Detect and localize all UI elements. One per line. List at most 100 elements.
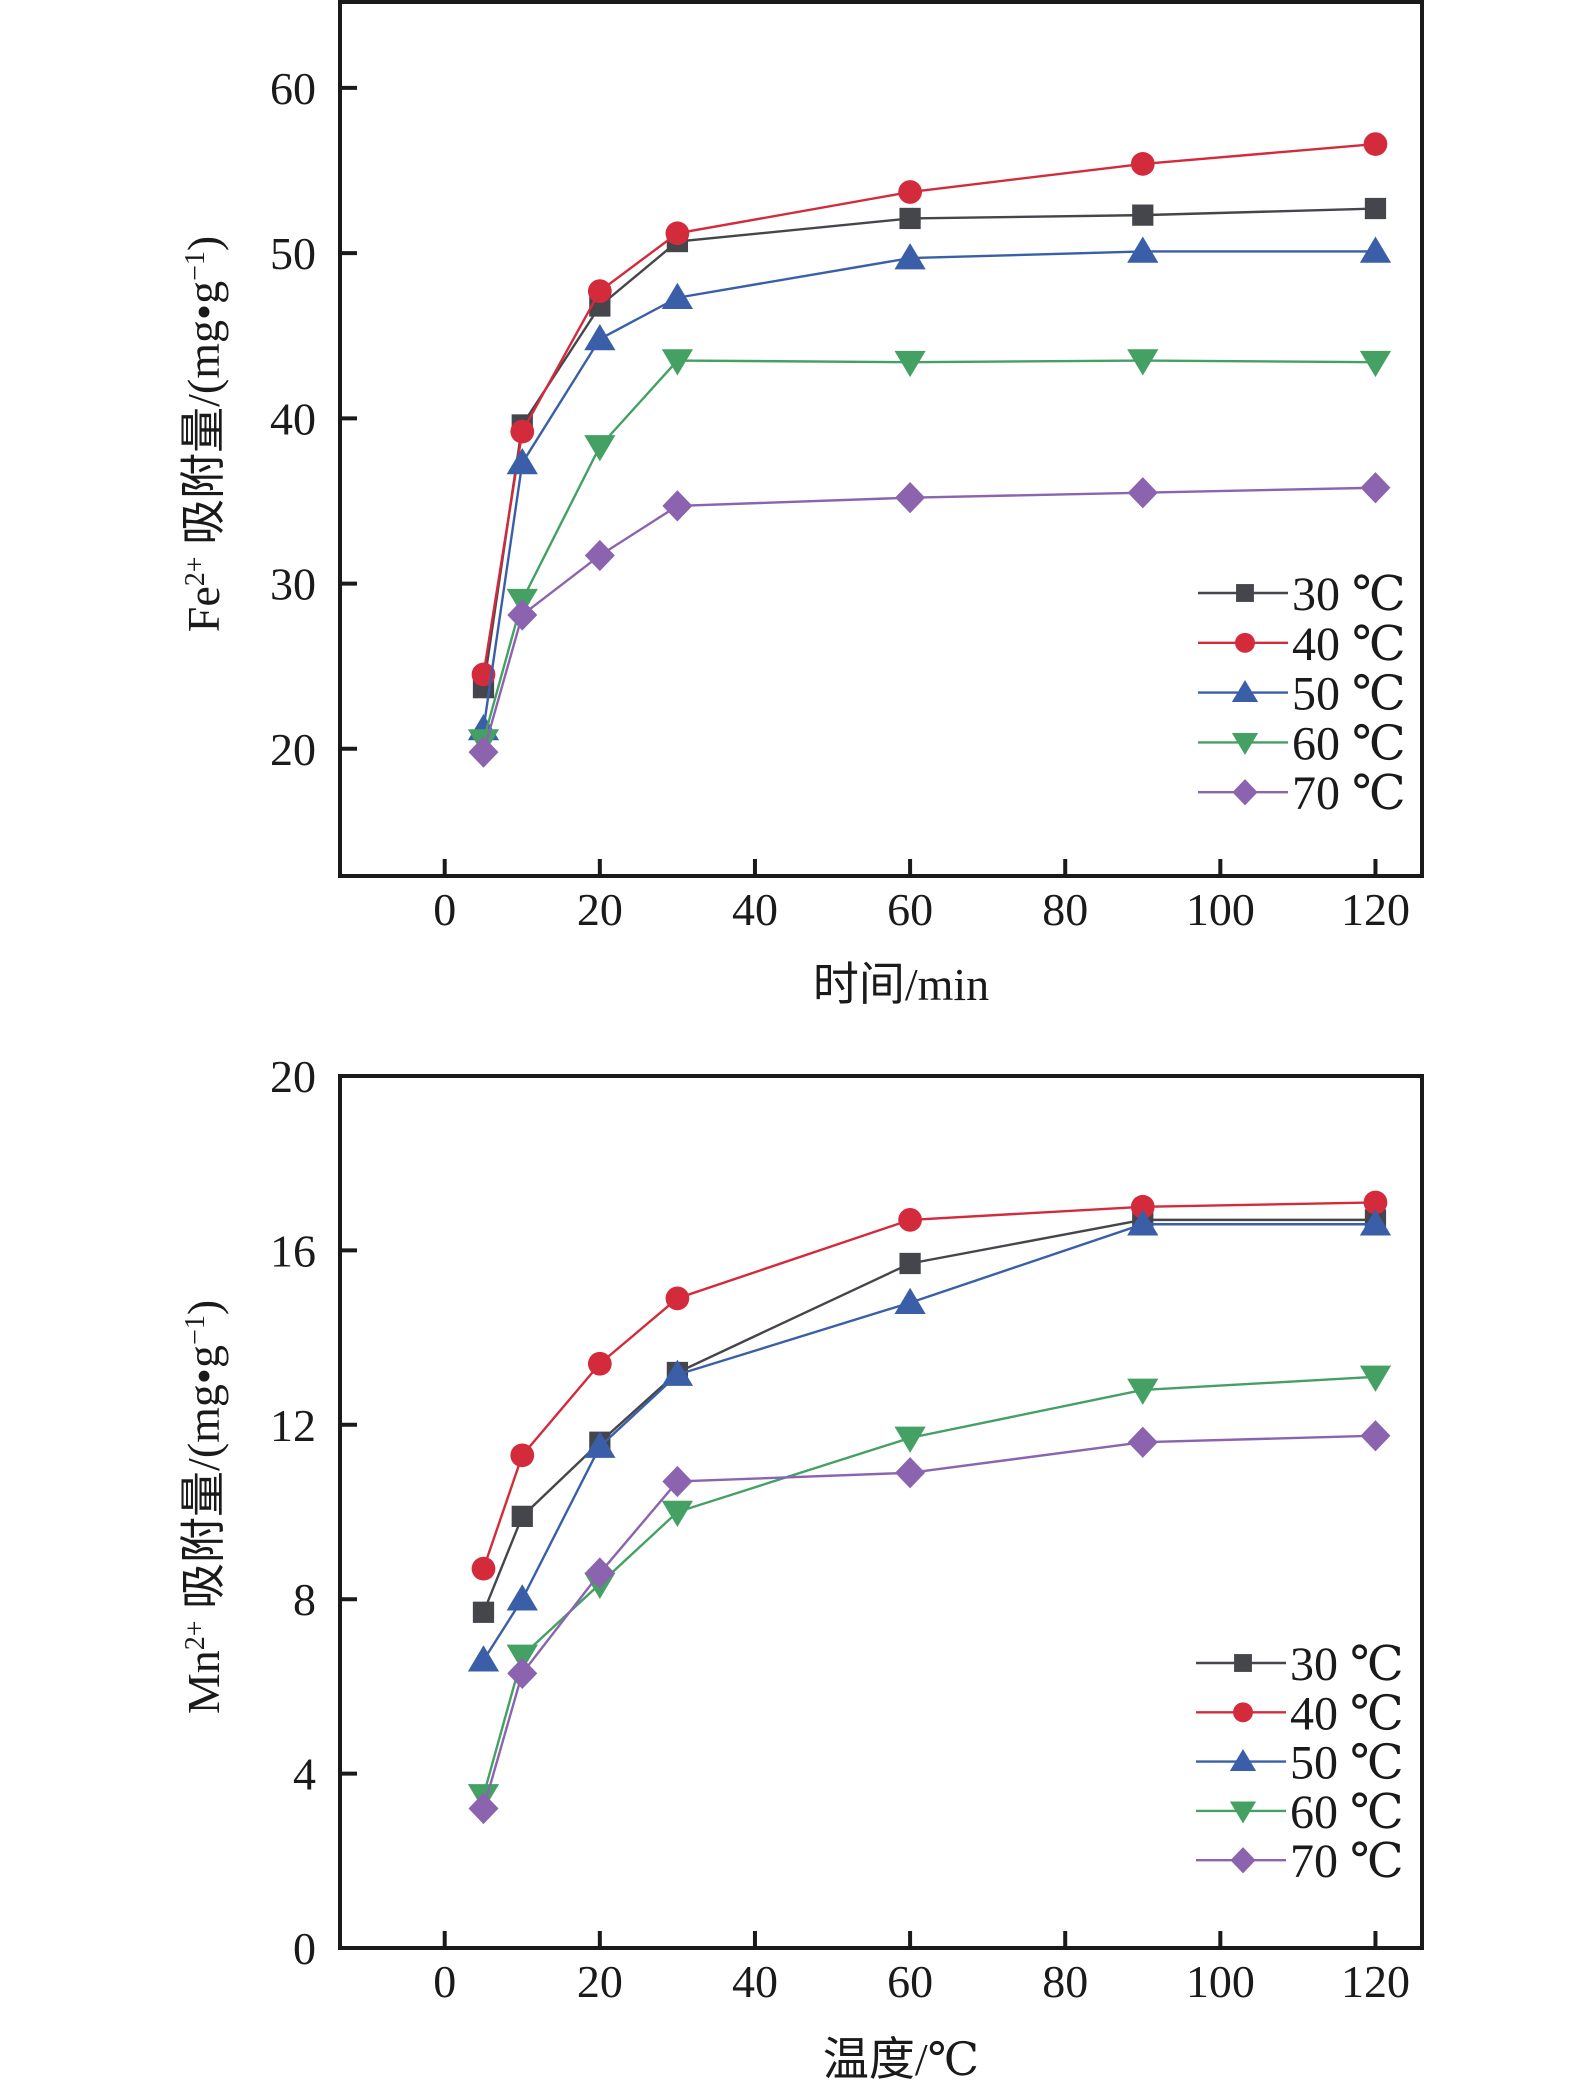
x-tick-label: 40 [732, 1956, 778, 2007]
y-axis-title-main: 吸附量/(mg•g [178, 281, 229, 556]
data-point [1127, 1378, 1159, 1405]
data-point [1130, 152, 1155, 176]
x-tick-label: 60 [887, 884, 933, 935]
legend-label: 40 ℃ [1292, 618, 1406, 671]
data-point [587, 1351, 612, 1376]
series-line [482, 359, 1376, 741]
data-point [661, 282, 694, 309]
series-line [482, 486, 1376, 753]
legend-marker-triangle-down-icon [1231, 732, 1259, 755]
data-point [661, 349, 694, 376]
y-axis-title-sup: 2+ [180, 556, 211, 586]
x-tick-label: 120 [1341, 884, 1410, 935]
data-point [662, 1465, 693, 1498]
data-point [895, 1457, 926, 1489]
x-axis-title: 温度/℃ [823, 2034, 979, 2085]
mn-adsorption-chart: 0 20 40 60 80 100 120 0 4 8 12 16 20 温度/℃ Mn2+ 吸附量/(mg… [178, 1051, 1424, 2085]
y-axis-title-sup: 2+ [180, 1620, 211, 1650]
data-point [510, 1443, 535, 1468]
data-point [895, 482, 926, 514]
series-line [482, 1223, 1376, 1661]
legend-item: 70 ℃ [1196, 1835, 1404, 1888]
x-tick-label: 100 [1186, 1956, 1255, 2007]
data-point [467, 1645, 500, 1672]
data-point [894, 243, 926, 270]
y-axis-title: Mn2+ 吸附量/(mg•g−1) [178, 1300, 229, 1714]
data-point [894, 350, 926, 378]
data-point [1359, 236, 1392, 263]
legend-marker-triangle-up-icon [1229, 1749, 1257, 1772]
data-point [1127, 1426, 1158, 1458]
x-tick-label: 120 [1341, 1956, 1410, 2007]
series-40c [471, 1190, 1388, 1581]
legend-label: 70 ℃ [1290, 1835, 1404, 1888]
data-point [1360, 1420, 1391, 1452]
data-point [468, 736, 499, 768]
data-point [898, 180, 922, 204]
legend-item: 60 ℃ [1196, 1786, 1404, 1839]
y-axis-title-sup2: −1 [180, 1315, 211, 1345]
data-point [899, 207, 921, 230]
legend-item: 30 ℃ [1198, 568, 1406, 621]
data-point [507, 599, 538, 631]
legend-marker-triangle-down-icon [1229, 1801, 1257, 1824]
y-tick-label: 30 [270, 559, 316, 610]
data-point [661, 1500, 694, 1527]
x-tick-label: 60 [887, 1956, 933, 2007]
data-point [665, 1286, 690, 1311]
legend-item: 50 ℃ [1196, 1737, 1404, 1790]
y-tick-label: 20 [270, 1051, 316, 1102]
data-point [584, 1431, 616, 1458]
data-point [1127, 1209, 1159, 1236]
data-point [584, 324, 616, 351]
legend-label: 30 ℃ [1290, 1638, 1404, 1691]
data-point [665, 221, 690, 246]
data-point [1359, 1209, 1392, 1236]
legend-item: 40 ℃ [1196, 1687, 1404, 1740]
y-tick-label: 20 [270, 724, 316, 775]
x-axis-title: 时间/min [813, 959, 989, 1010]
legend-marker-diamond-icon [1230, 1847, 1256, 1874]
data-point [1127, 477, 1158, 509]
x-tick-label: 40 [732, 884, 778, 935]
data-point [1127, 236, 1159, 263]
legend-item: 40 ℃ [1198, 618, 1406, 671]
legend-label: 50 ℃ [1292, 668, 1406, 721]
legend-marker-triangle-up-icon [1231, 680, 1259, 703]
data-point [899, 1252, 921, 1275]
legend-label: 30 ℃ [1292, 568, 1406, 621]
x-tick-label: 20 [577, 884, 623, 935]
y-tick-label: 12 [270, 1400, 316, 1451]
data-point [584, 1557, 615, 1589]
data-point [468, 1792, 499, 1825]
data-point [506, 447, 538, 475]
legend-label: 70 ℃ [1292, 767, 1406, 820]
y-tick-label: 50 [270, 228, 316, 279]
x-tick-label: 80 [1042, 884, 1088, 935]
plot-frame [338, 0, 1424, 878]
data-point [894, 1287, 926, 1314]
data-point [1132, 204, 1154, 226]
data-point [584, 435, 616, 462]
data-point [587, 279, 612, 304]
data-point [1364, 197, 1387, 220]
legend-item: 60 ℃ [1198, 717, 1406, 770]
y-tick-label: 40 [270, 393, 316, 444]
data-point [661, 1359, 694, 1386]
data-point [662, 490, 693, 522]
x-tick-label: 80 [1042, 1956, 1088, 2007]
data-point [894, 1426, 926, 1453]
data-point [1363, 1190, 1388, 1215]
data-point [898, 1208, 922, 1232]
data-point [471, 1556, 496, 1581]
y-tick-label: 4 [293, 1749, 316, 1800]
legend-marker-circle-icon [1233, 1702, 1253, 1723]
y-axis-title-main: 吸附量/(mg•g [178, 1345, 229, 1620]
legend-marker-square-icon [1236, 584, 1254, 602]
legend-label: 60 ℃ [1292, 717, 1406, 770]
series-50c [467, 1209, 1392, 1672]
data-point [506, 1584, 538, 1611]
x-tick-label: 20 [577, 1956, 623, 2007]
legend-label: 40 ℃ [1290, 1687, 1404, 1740]
data-point [511, 1505, 533, 1527]
